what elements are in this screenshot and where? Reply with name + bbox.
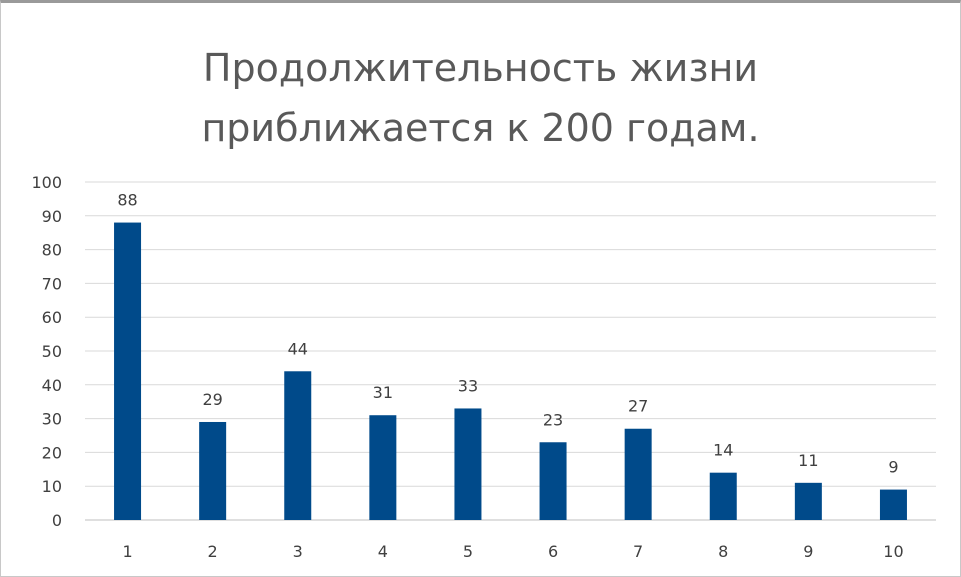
data-label-9: 11 xyxy=(798,451,818,470)
bar-6 xyxy=(539,442,567,520)
bar-3 xyxy=(284,371,312,520)
bar-5 xyxy=(454,408,482,520)
data-label-2: 29 xyxy=(202,390,222,409)
data-label-1: 88 xyxy=(117,191,137,210)
x-tick-label-9: 9 xyxy=(803,542,813,561)
y-tick-label-70: 70 xyxy=(42,274,62,293)
x-tick-label-8: 8 xyxy=(718,542,728,561)
y-tick-label-80: 80 xyxy=(42,241,62,260)
bar-1 xyxy=(114,222,142,520)
data-label-5: 33 xyxy=(458,376,478,395)
y-tick-label-0: 0 xyxy=(52,511,62,530)
data-label-3: 44 xyxy=(288,339,308,358)
bar-4 xyxy=(369,415,397,520)
y-tick-label-40: 40 xyxy=(42,376,62,395)
bar-9 xyxy=(794,482,822,520)
bar-7 xyxy=(624,428,652,520)
x-tick-label-7: 7 xyxy=(633,542,643,561)
y-tick-label-100: 100 xyxy=(31,173,62,192)
bar-10 xyxy=(879,489,907,520)
data-label-8: 14 xyxy=(713,441,733,460)
chart-title-line-1: Продолжительность жизни xyxy=(202,46,759,90)
x-tick-label-4: 4 xyxy=(378,542,388,561)
y-tick-label-10: 10 xyxy=(42,477,62,496)
y-tick-label-60: 60 xyxy=(42,308,62,327)
chart-title-line-2: приближается к 200 годам. xyxy=(201,106,760,150)
x-tick-label-6: 6 xyxy=(548,542,558,561)
x-tick-label-5: 5 xyxy=(463,542,473,561)
y-tick-label-90: 90 xyxy=(42,207,62,226)
y-tick-label-20: 20 xyxy=(42,443,62,462)
data-label-7: 27 xyxy=(628,397,648,416)
bar-8 xyxy=(709,472,737,520)
x-tick-label-2: 2 xyxy=(208,542,218,561)
x-tick-label-3: 3 xyxy=(293,542,303,561)
data-label-6: 23 xyxy=(543,410,563,429)
data-label-10: 9 xyxy=(888,458,898,477)
bar-2 xyxy=(199,421,227,520)
y-tick-label-30: 30 xyxy=(42,410,62,429)
y-tick-label-50: 50 xyxy=(42,342,62,361)
data-label-4: 31 xyxy=(373,383,393,402)
x-tick-label-10: 10 xyxy=(883,542,903,561)
x-tick-label-1: 1 xyxy=(122,542,132,561)
